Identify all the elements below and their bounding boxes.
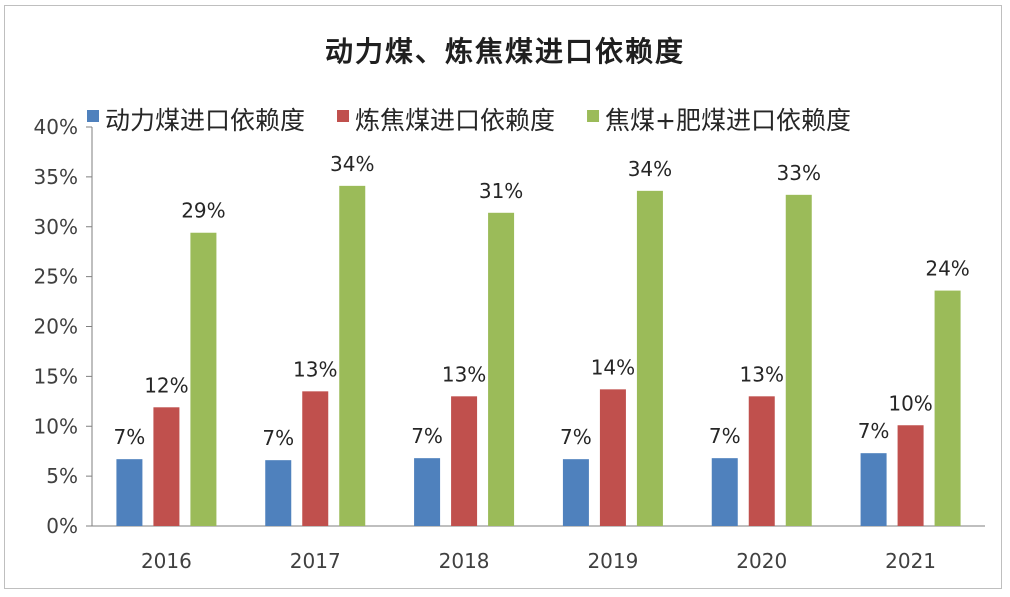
y-tick-label: 10% (34, 414, 78, 438)
bar (414, 458, 441, 526)
data-label: 7% (411, 424, 443, 448)
y-tick-label: 0% (46, 514, 78, 538)
legend-label: 炼焦煤进口依赖度 (355, 106, 555, 135)
legend-swatch (337, 110, 350, 122)
legend-swatch (87, 110, 99, 122)
data-label: 29% (181, 199, 225, 223)
bar (302, 391, 329, 526)
y-tick-label: 25% (34, 265, 78, 289)
data-label: 12% (144, 373, 188, 397)
bar (748, 396, 775, 526)
data-label: 31% (479, 179, 523, 203)
bar (711, 458, 738, 526)
bar (488, 212, 515, 526)
data-label: 14% (591, 355, 635, 379)
y-tick-label: 40% (34, 115, 78, 139)
data-label: 10% (888, 391, 932, 415)
data-label: 7% (709, 424, 741, 448)
bar (599, 389, 626, 526)
bar (153, 407, 180, 526)
data-label: 34% (330, 152, 374, 176)
y-tick-label: 30% (34, 215, 78, 239)
x-tick-label: 2016 (141, 549, 192, 573)
bar (860, 453, 887, 526)
bar (116, 459, 143, 526)
data-label: 13% (740, 362, 784, 386)
bar (265, 460, 292, 526)
data-label: 7% (858, 419, 890, 443)
legend-label: 动力煤进口依赖度 (105, 106, 305, 135)
data-label: 13% (442, 362, 486, 386)
y-tick-label: 35% (34, 165, 78, 189)
bar (451, 396, 478, 526)
y-tick-label: 15% (34, 364, 78, 388)
x-tick-label: 2020 (736, 549, 787, 573)
bar (785, 194, 812, 526)
bar (339, 185, 366, 527)
x-tick-label: 2021 (885, 549, 936, 573)
chart-title: 动力煤、炼焦煤进口依赖度 (324, 35, 685, 68)
bar (636, 190, 663, 526)
bar (562, 459, 589, 526)
data-label: 7% (560, 425, 592, 449)
x-tick-label: 2018 (439, 549, 490, 573)
bar (897, 425, 924, 526)
y-tick-label: 5% (46, 464, 78, 488)
x-tick-label: 2017 (290, 549, 341, 573)
data-label: 7% (114, 425, 146, 449)
data-label: 24% (925, 257, 969, 281)
data-label: 33% (777, 161, 821, 185)
legend-label: 焦煤+肥煤进口依赖度 (605, 106, 851, 135)
legend-swatch (587, 110, 600, 122)
bar (190, 232, 217, 527)
data-label: 13% (293, 357, 337, 381)
data-label: 34% (628, 157, 672, 181)
data-label: 7% (262, 426, 294, 450)
y-tick-label: 20% (34, 315, 78, 339)
bar (934, 290, 961, 526)
x-tick-label: 2019 (587, 549, 638, 573)
